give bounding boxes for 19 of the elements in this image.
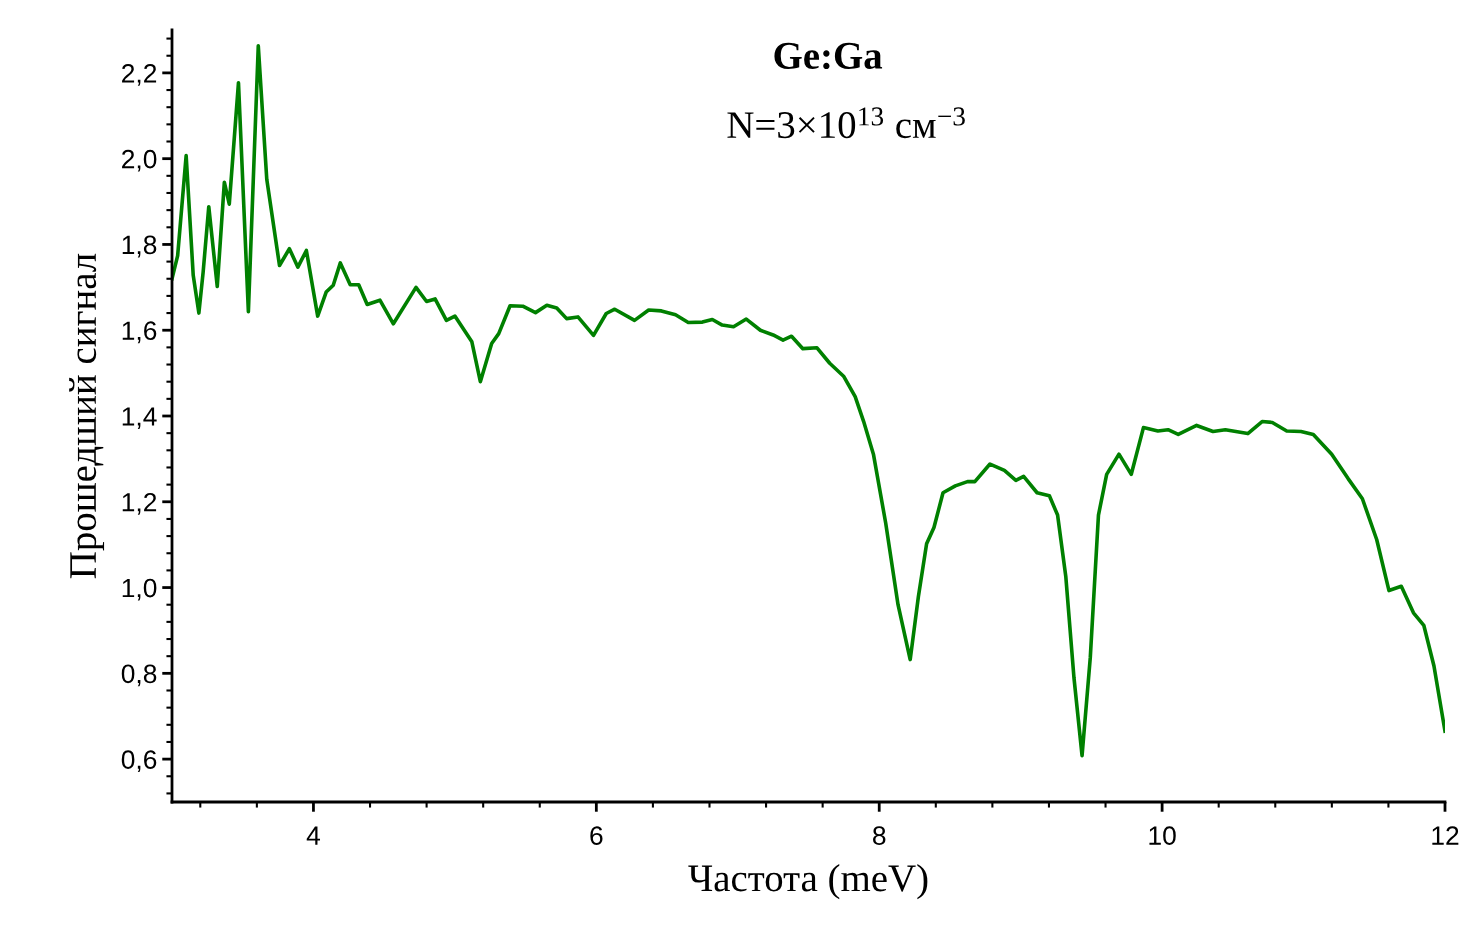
- x-axis-title: Частота (meV): [688, 864, 928, 900]
- y-tick-label: 0,8: [121, 664, 157, 687]
- line-series: [172, 44, 1445, 758]
- y-axis-title: Прошедший сигнал: [69, 253, 105, 579]
- x-tick-label: 6: [590, 826, 603, 845]
- y-tick-label: 1,0: [122, 578, 157, 601]
- x-tick-label: 12: [1432, 826, 1459, 845]
- y-tick-label: 2,0: [122, 149, 157, 172]
- x-tick-label: 10: [1149, 826, 1176, 845]
- y-tick-label: 2,2: [122, 64, 157, 86]
- y-tick-label: 1,8: [122, 235, 157, 258]
- x-tick-label: 8: [873, 826, 886, 845]
- y-tick-label: 1,2: [122, 492, 157, 515]
- x-tick-label: 4: [306, 826, 321, 845]
- chart-title: Ge:Ga: [774, 42, 883, 70]
- y-tick-label: 1,6: [122, 321, 157, 344]
- text: N=3×10$^{13}$ см$^{−3}$: [727, 107, 965, 139]
- y-tick-label: 1,4: [122, 407, 157, 429]
- y-tick-label: 0,6: [121, 750, 157, 773]
